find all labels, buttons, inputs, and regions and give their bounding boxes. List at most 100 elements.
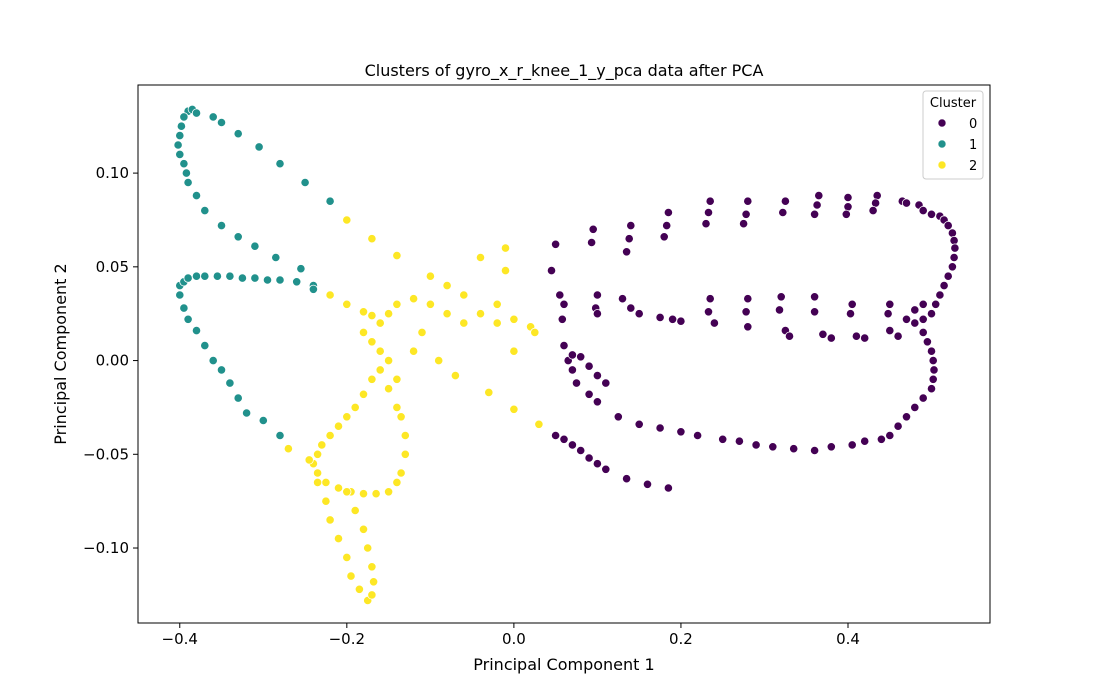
cluster-0-point: [893, 331, 903, 341]
cluster-2-point: [350, 505, 360, 516]
cluster-2-point: [321, 477, 331, 487]
cluster-0-point: [851, 331, 862, 341]
cluster-2-point: [442, 280, 452, 291]
cluster-0-point: [885, 325, 895, 336]
cluster-0-point: [555, 290, 565, 300]
cluster-1-point: [250, 241, 260, 251]
cluster-1-point: [275, 275, 285, 285]
cluster-2-point: [425, 299, 435, 309]
cluster-2-point: [333, 533, 344, 544]
cluster-0-point: [901, 314, 912, 324]
cluster-0-point: [885, 430, 895, 441]
cluster-1-point: [191, 325, 202, 336]
cluster-0-point: [655, 423, 665, 433]
cluster-2-point: [475, 309, 486, 319]
cluster-2-point: [383, 384, 394, 394]
cluster-2-point: [400, 430, 410, 441]
cluster-0-point: [692, 430, 703, 441]
cluster-2-point: [312, 477, 323, 487]
cluster-0-point: [705, 196, 715, 206]
cluster-0-point: [809, 445, 820, 456]
x-axis-label: Principal Component 1: [473, 655, 654, 674]
cluster-2-point: [459, 318, 469, 328]
cluster-0-point: [812, 200, 822, 210]
cluster-0-point: [550, 430, 561, 441]
cluster-0-point: [592, 397, 603, 407]
cluster-0-point: [910, 318, 920, 328]
cluster-1-point: [181, 168, 191, 178]
cluster-1-point: [191, 271, 202, 281]
cluster-2-point: [383, 487, 394, 497]
cluster-0-point: [789, 444, 799, 454]
cluster-2-point: [358, 307, 369, 317]
cluster-1-point: [250, 273, 260, 283]
cluster-0-point: [860, 436, 870, 446]
cluster-2-point: [283, 444, 293, 454]
y-axis-label: Principal Component 2: [51, 263, 70, 444]
cluster-0-point: [918, 393, 928, 403]
cluster-0-point: [935, 290, 945, 300]
cluster-0-point: [550, 239, 561, 249]
legend-marker-1: [937, 139, 947, 149]
legend-label-2: 2: [969, 159, 977, 174]
cluster-0-point: [559, 299, 569, 309]
legend-label-1: 1: [969, 138, 977, 153]
cluster-0-point: [784, 331, 795, 341]
cluster-0-point: [931, 299, 941, 309]
cluster-2-point: [342, 412, 352, 422]
cluster-2-point: [354, 584, 364, 594]
cluster-0-point: [559, 434, 569, 444]
cluster-2-point: [534, 419, 544, 429]
cluster-2-point: [342, 299, 352, 309]
cluster-0-point: [634, 419, 644, 429]
cluster-0-point: [676, 316, 686, 326]
cluster-1-point: [296, 264, 306, 274]
cluster-0-point: [910, 402, 920, 412]
cluster-2-point: [312, 468, 323, 478]
cluster-2-point: [375, 346, 385, 356]
cluster-1-point: [233, 393, 243, 403]
cluster-2-point: [358, 327, 369, 337]
cluster-0-point: [734, 436, 745, 446]
cluster-2-point: [368, 577, 379, 587]
cluster-0-point: [718, 434, 728, 444]
cluster-2-point: [500, 243, 511, 253]
cluster-0-point: [901, 198, 912, 208]
y-tick-label: −0.05: [83, 445, 129, 463]
cluster-0-point: [845, 309, 856, 319]
cluster-2-point: [304, 455, 314, 465]
x-tick-label: −0.4: [162, 630, 198, 648]
cluster-1-point: [212, 271, 222, 281]
cluster-0-point: [843, 192, 853, 203]
cluster-0-point: [883, 309, 893, 319]
cluster-0-point: [743, 294, 753, 304]
cluster-1-point: [179, 159, 189, 169]
cluster-0-point: [847, 440, 857, 450]
cluster-0-point: [809, 307, 820, 317]
cluster-2-point: [492, 299, 502, 309]
cluster-2-point: [417, 327, 427, 337]
cluster-0-point: [662, 221, 672, 231]
cluster-1-point: [173, 140, 183, 150]
cluster-2-point: [375, 365, 385, 375]
cluster-0-point: [926, 309, 937, 319]
cluster-0-point: [676, 427, 686, 437]
cluster-0-point: [910, 305, 920, 315]
cluster-0-point: [559, 340, 569, 351]
cluster-0-point: [705, 294, 715, 304]
cluster-2-point: [317, 440, 327, 450]
cluster-0-point: [893, 421, 903, 431]
cluster-0-point: [928, 374, 938, 384]
cluster-0-point: [741, 307, 751, 317]
data-points-layer: [173, 104, 960, 606]
cluster-0-point: [634, 309, 644, 319]
cluster-2-point: [408, 294, 419, 304]
cluster-2-point: [325, 515, 335, 525]
cluster-0-point: [567, 440, 578, 450]
chart-title: Clusters of gyro_x_r_knee_1_y_pca data a…: [365, 61, 764, 81]
cluster-0-point: [774, 305, 785, 315]
cluster-2-point: [492, 318, 502, 328]
cluster-0-point: [626, 221, 636, 231]
cluster-2-point: [325, 290, 335, 300]
cluster-0-point: [667, 314, 678, 324]
